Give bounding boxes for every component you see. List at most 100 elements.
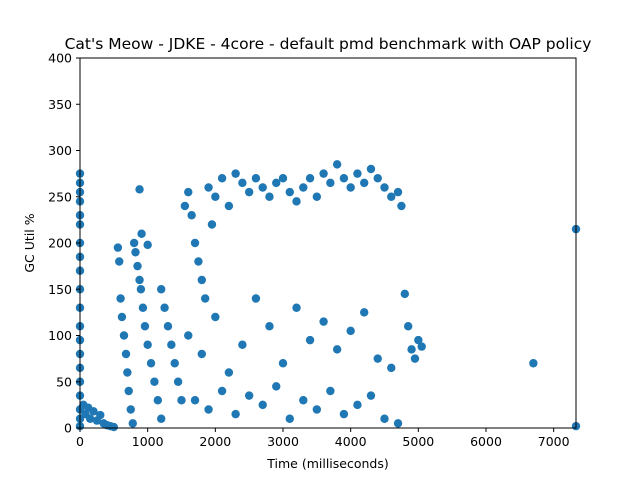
data-point [170,359,179,368]
data-point [119,331,129,340]
x-tick-label: 3000 [267,434,299,449]
data-point [184,187,193,197]
data-point [244,187,254,197]
y-tick-label: 250 [48,189,72,204]
data-point [299,396,308,405]
data-point [332,345,342,354]
data-point [129,238,139,248]
data-point [143,240,152,250]
x-tick-label: 4000 [335,434,367,449]
data-point [143,340,152,349]
data-point [403,322,413,331]
data-point [187,211,196,220]
data-point [177,396,186,405]
data-point [190,238,200,248]
x-tick-label: 7000 [538,434,570,449]
data-point [251,294,261,303]
data-point [285,187,294,197]
data-point [346,326,355,336]
data-point [292,303,301,312]
y-tick-label: 400 [48,51,72,66]
data-point [373,354,382,363]
y-axis-ticks: 0 50 100 150 200 250 300 350 400 [48,51,80,436]
data-point [136,285,146,294]
data-point [258,400,267,410]
data-point [393,419,403,428]
data-point [360,178,369,188]
data-point [121,349,131,359]
y-axis-label: GC Util % [22,213,37,272]
data-point [305,174,315,183]
data-point [160,303,169,312]
data-point [138,303,148,312]
data-point [96,410,105,420]
x-tick-label: 1000 [132,434,164,449]
data-point [126,405,135,414]
data-point [278,359,288,368]
data-point [292,197,301,206]
data-point [135,185,144,194]
data-point [109,422,119,432]
data-point [180,201,190,211]
data-point [326,386,335,396]
data-point [204,405,213,414]
data-point [312,192,322,201]
data-point [366,164,376,174]
data-point [400,289,409,299]
data-point [231,169,240,178]
y-tick-label: 200 [48,236,72,251]
data-point [380,183,389,192]
data-point [251,174,261,183]
data-point [197,275,206,285]
y-tick-label: 350 [48,97,72,112]
data-point [244,391,254,400]
data-point [184,331,193,340]
data-point [89,407,98,416]
x-axis-label: Time (milliseconds) [266,456,388,471]
data-point [410,354,420,363]
x-tick-label: 6000 [470,434,502,449]
data-point [211,312,220,322]
data-point [137,229,146,238]
data-point [414,335,423,345]
data-point [529,359,538,368]
data-point [190,396,200,405]
data-point [305,335,315,345]
data-point [407,345,416,354]
data-point [272,178,281,188]
data-point [200,294,210,303]
data-point [135,275,144,285]
data-point [238,178,247,188]
data-point [85,414,95,423]
data-point [278,174,288,183]
data-point [115,257,124,266]
data-point [150,377,159,386]
data-point [173,377,183,386]
data-point [319,317,328,326]
data-point [417,342,426,351]
chart-title: Cat's Meow - JDKE - 4core - default pmd … [65,35,592,53]
data-point [140,322,150,331]
data-point [211,192,220,201]
data-point [238,340,247,349]
data-point [387,363,396,373]
x-tick-label: 0 [76,434,84,449]
data-point [157,285,166,294]
axes-background [80,58,576,428]
data-point [299,183,308,192]
data-point [133,261,142,271]
data-point [157,414,166,423]
data-point [197,349,206,359]
x-tick-label: 5000 [402,434,434,449]
plot-area [75,57,581,432]
data-point [131,248,140,257]
data-point [285,414,294,423]
data-point [194,257,203,266]
data-point [265,192,274,201]
data-point [387,192,396,201]
data-point [128,419,137,428]
y-tick-label: 50 [56,374,72,389]
data-point [113,243,123,252]
data-point [339,174,349,183]
